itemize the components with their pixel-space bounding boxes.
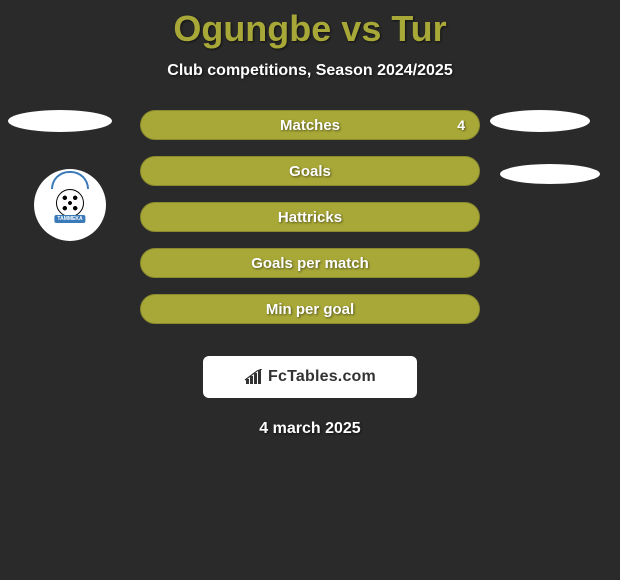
stat-row-min-per-goal: Min per goal [140, 294, 480, 324]
stat-value-right: 4 [457, 117, 465, 133]
soccer-ball-icon [56, 189, 84, 217]
stat-row-hattricks: Hattricks [140, 202, 480, 232]
club-badge: TAMMEKA [34, 169, 106, 241]
brand-box[interactable]: FcTables.com [203, 356, 417, 398]
right-player-ellipse-1 [490, 110, 590, 132]
subtitle: Club competitions, Season 2024/2025 [167, 62, 452, 80]
date-text: 4 march 2025 [259, 420, 360, 438]
brand-text: FcTables.com [268, 368, 376, 386]
stat-label: Hattricks [278, 209, 342, 226]
left-player-ellipse [8, 110, 112, 132]
right-player-ellipse-2 [500, 164, 600, 184]
page-title: Ogungbe vs Tur [173, 8, 446, 50]
club-name-ribbon: TAMMEKA [54, 215, 85, 223]
stat-row-matches: Matches 4 [140, 110, 480, 140]
stat-label: Goals [289, 163, 331, 180]
stat-row-goals: Goals [140, 156, 480, 186]
brand-chart-icon [244, 369, 264, 385]
badge-arc [51, 171, 89, 189]
stat-row-goals-per-match: Goals per match [140, 248, 480, 278]
main-container: Ogungbe vs Tur Club competitions, Season… [0, 0, 620, 438]
stat-label: Matches [280, 117, 340, 134]
stat-label: Goals per match [251, 255, 369, 272]
stat-label: Min per goal [266, 301, 354, 318]
stats-area: TAMMEKA Matches 4 Goals Hattricks Goals … [0, 110, 620, 350]
